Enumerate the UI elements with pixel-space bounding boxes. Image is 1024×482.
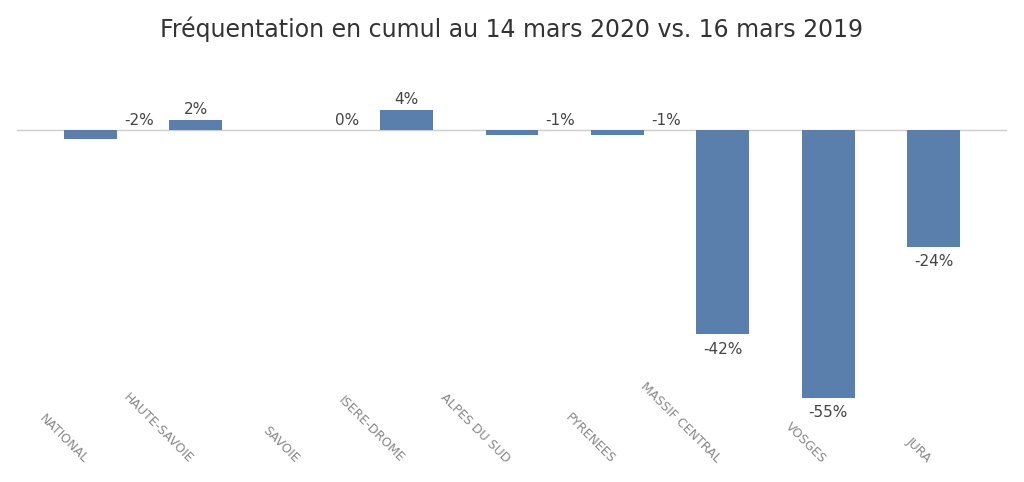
Text: -2%: -2%: [124, 113, 154, 128]
Text: -42%: -42%: [703, 342, 742, 357]
Text: -55%: -55%: [809, 405, 848, 420]
Title: Fréquentation en cumul au 14 mars 2020 vs. 16 mars 2019: Fréquentation en cumul au 14 mars 2020 v…: [161, 17, 863, 42]
Text: 0%: 0%: [335, 113, 359, 128]
Bar: [485, 130, 539, 134]
Text: -1%: -1%: [546, 113, 575, 128]
Text: -24%: -24%: [913, 254, 953, 269]
Bar: [802, 130, 854, 398]
Bar: [907, 130, 959, 247]
Bar: [170, 120, 222, 130]
Text: -1%: -1%: [651, 113, 681, 128]
Bar: [591, 130, 644, 134]
Bar: [696, 130, 750, 335]
Bar: [380, 110, 433, 130]
Text: 2%: 2%: [183, 102, 208, 117]
Bar: [65, 130, 117, 139]
Text: 4%: 4%: [394, 92, 419, 107]
